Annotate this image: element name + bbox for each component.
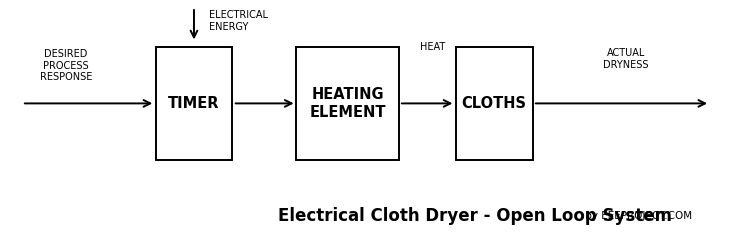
Text: HEATING
ELEMENT: HEATING ELEMENT bbox=[310, 87, 386, 120]
Bar bbox=[296, 47, 399, 160]
Text: ACTUAL
DRYNESS: ACTUAL DRYNESS bbox=[603, 48, 649, 70]
Text: TIMER: TIMER bbox=[168, 96, 220, 111]
Text: HEAT: HEAT bbox=[420, 42, 445, 52]
Text: CLOTHS: CLOTHS bbox=[462, 96, 526, 111]
Text: by EEEPROJECT.COM: by EEEPROJECT.COM bbox=[582, 211, 692, 221]
Bar bbox=[156, 47, 233, 160]
Text: Electrical Cloth Dryer - Open Loop System: Electrical Cloth Dryer - Open Loop Syste… bbox=[278, 207, 672, 225]
Text: DESIRED
PROCESS
RESPONSE: DESIRED PROCESS RESPONSE bbox=[40, 49, 92, 82]
Bar bbox=[455, 47, 532, 160]
Text: ELECTRICAL
ENERGY: ELECTRICAL ENERGY bbox=[209, 10, 268, 32]
